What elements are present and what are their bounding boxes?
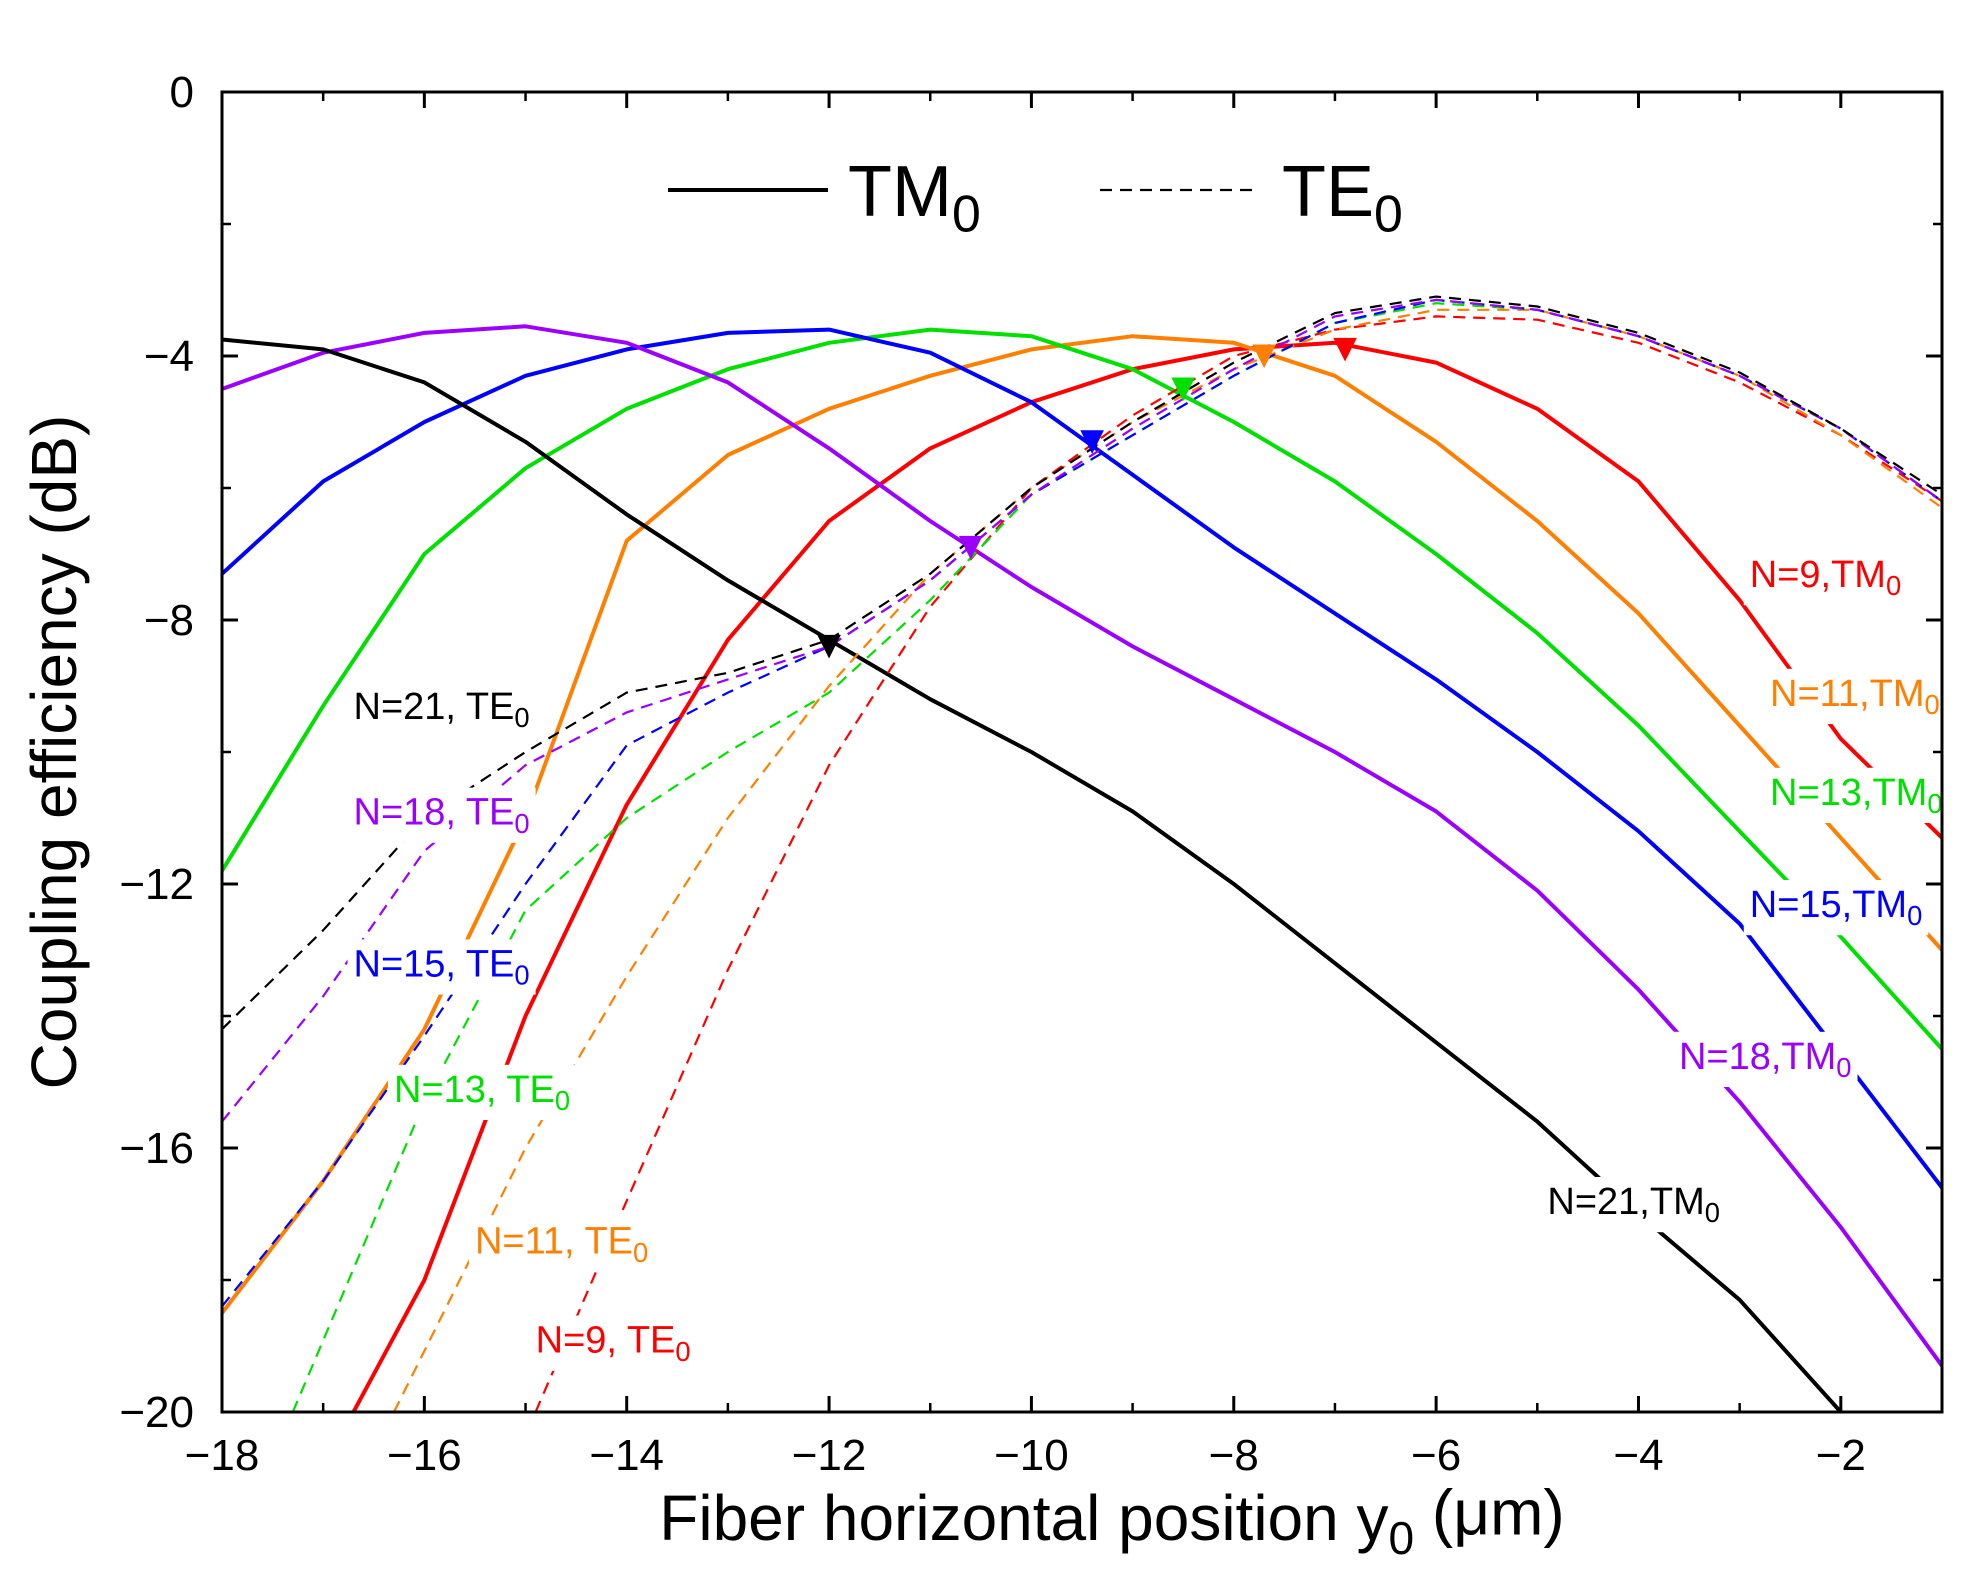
annotation-background [1764,668,1946,725]
y-tick-label: −4 [144,332,194,381]
annotation-label: N=18,TM0 [1679,1036,1852,1083]
annotation-label: N=11, TE0 [475,1221,648,1268]
legend-tm-label: TM0 [848,152,981,243]
series-n-9-te0 [534,315,1942,1412]
annotation-background [1743,550,1908,606]
marker-n18 [958,535,983,560]
annotation-background [347,682,536,738]
y-tick-label: −12 [119,860,194,909]
x-axis-title: Fiber horizontal position y0 (μm) [659,1477,1564,1564]
x-tick-label: −16 [387,1431,462,1480]
legend: TM0 TE0 [668,152,1403,243]
series-n-11-tm0 [222,334,1942,1315]
annotation-background [347,787,536,843]
series-n-21-tm0 [222,337,1843,1412]
annotation-label: N=15,TM0 [1750,884,1923,931]
annotation-label: N=13, TE0 [394,1069,570,1116]
y-axis-title: Coupling efficiency (dB) [18,415,90,1090]
annotation-label: N=15, TE0 [354,943,530,990]
annotation-label: N=21,TM0 [1547,1181,1720,1228]
legend-te-label: TE0 [1282,152,1403,243]
annotation-background [1541,1177,1726,1233]
x-tick-label: −14 [589,1431,664,1480]
x-axis-title-text: Fiber horizontal position [659,1482,1356,1554]
marker-n11 [1252,344,1276,369]
series-n-13-tm0 [222,327,1942,1051]
marker-n13 [1171,377,1195,402]
x-tick-label: −4 [1613,1431,1663,1480]
x-tick-label: −6 [1411,1431,1461,1480]
x-tick-label: −12 [792,1431,867,1480]
series-layer [222,295,1942,1412]
annotation-background [1672,1031,1858,1088]
annotation-background [1743,880,1929,936]
y-tick-label: 0 [170,68,194,117]
series-n-18-tm0 [222,324,1942,1367]
annotation-label: N=9, TE0 [536,1320,691,1367]
y-tick-label: −8 [144,596,194,645]
annotation-label: N=21, TE0 [354,686,530,733]
x-tick-label: −10 [994,1431,1069,1480]
series-n-21-te0 [222,295,1942,1030]
x-tick-label: −8 [1209,1431,1259,1480]
x-tick-label: −2 [1816,1431,1866,1480]
annotation-label: N=9,TM0 [1750,554,1901,601]
annotation-background [468,1216,655,1272]
marker-n15 [1080,430,1104,454]
y-tick-label: −16 [119,1124,194,1173]
annotation-background [388,1064,577,1121]
marker-n21 [817,634,841,659]
annotation-label: N=11,TM0 [1770,673,1940,720]
x-tick-label: −18 [185,1431,260,1480]
marker-layer [817,337,1357,659]
annotation-label: N=13,TM0 [1770,772,1943,819]
axis-layer: −18 −16 −14 −12 −10 −8 −6 −4 −20−4−8−12−16−20 [119,68,1944,1480]
annotation-background [529,1315,697,1371]
annotation-background [347,939,536,995]
y-tick-label: −20 [119,1388,194,1437]
series-n-15-tm0 [222,327,1942,1189]
series-n-18-te0 [222,298,1942,1123]
annotation-layer: N=9,TM0 N=11,TM0 N=13,TM0 N=15,TM0 N=18,TM0 N… [347,550,1949,1371]
annotation-label: N=18, TE0 [354,792,530,839]
annotation-background [1764,767,1949,824]
marker-n9 [1333,337,1357,362]
